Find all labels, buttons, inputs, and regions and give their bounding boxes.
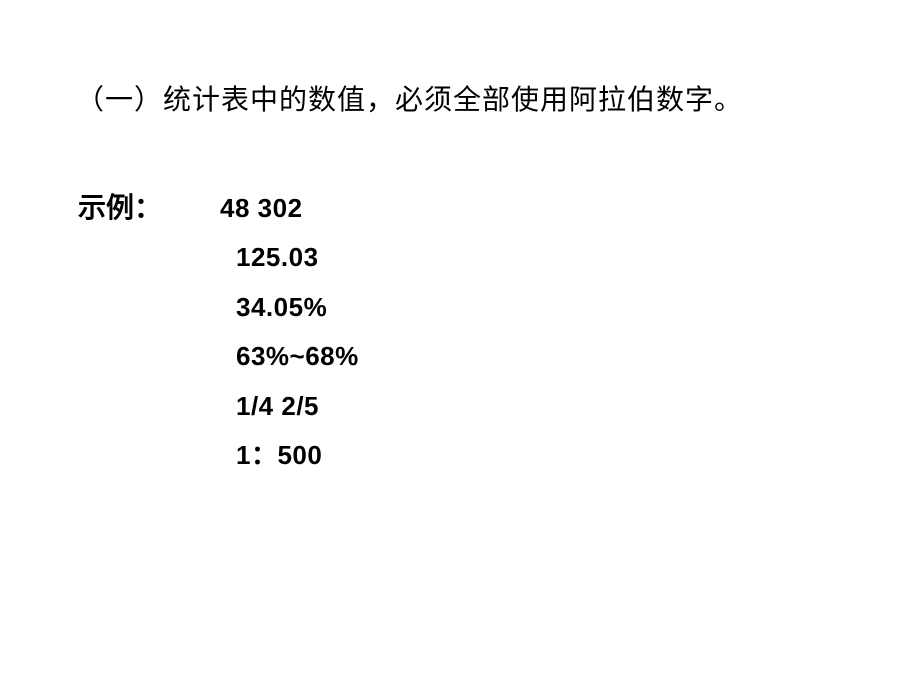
example-value-2: 125.03 [236,233,920,282]
example-list: 125.03 34.05% 63%~68% 1/4 2/5 1：500 [76,233,920,480]
document-content: （一）统计表中的数值，必须全部使用阿拉伯数字。 示例： 48 302 125.0… [0,0,920,480]
example-value-6: 1：500 [236,431,920,480]
example-value-5: 1/4 2/5 [236,382,920,431]
example-label: 示例： [76,186,162,226]
example-row: 示例： 48 302 [76,184,920,233]
example-value-4: 63%~68% [236,332,920,381]
example-value-1: 48 302 [220,184,303,233]
example-value-3: 34.05% [236,283,920,332]
section-heading: （一）统计表中的数值，必须全部使用阿拉伯数字。 [76,78,920,118]
